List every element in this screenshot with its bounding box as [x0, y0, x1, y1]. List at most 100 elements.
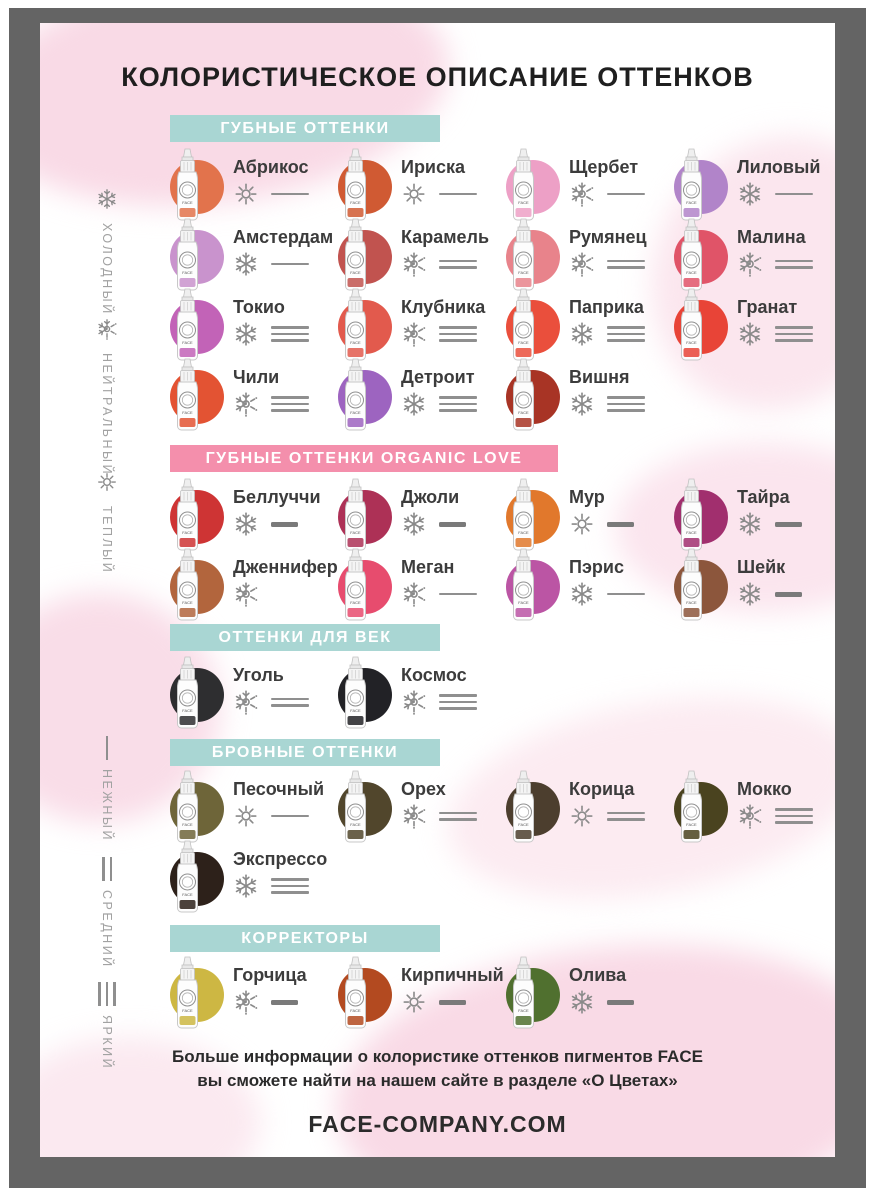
intensity-lines — [607, 259, 645, 269]
shade-name: Чили — [233, 367, 280, 387]
color-swatch: FACE — [170, 956, 224, 1029]
pigment-bottle-icon: FACE — [345, 656, 366, 729]
pigment-bottle-icon: FACE — [681, 478, 702, 551]
svg-text:FACE: FACE — [182, 410, 193, 415]
shade-item: FACE Токио — [170, 288, 338, 361]
website-url: FACE-COMPANY.COM — [308, 1111, 567, 1137]
intensity-lines — [271, 396, 309, 412]
shade-name: Амстердам — [233, 227, 334, 247]
pigment-bottle-icon: FACE — [513, 956, 534, 1029]
sun-icon — [96, 471, 118, 498]
legend-label: ТЕПЛЫЙ — [100, 506, 114, 575]
legend-label: НЕЙТРАЛЬНЫЙ — [100, 353, 114, 477]
intensity-lines — [439, 326, 477, 342]
shade-item: FACE Чили — [170, 358, 338, 431]
shade-marks — [233, 511, 321, 537]
shade-marks — [569, 803, 645, 829]
pigment-bottle-icon: FACE — [345, 548, 366, 621]
shade-item: FACE Ириска — [338, 148, 506, 221]
shade-marks — [569, 391, 645, 417]
pigment-bottle-icon: FACE — [345, 478, 366, 551]
snowflake-icon — [737, 181, 763, 207]
intensity-lines — [439, 999, 466, 1005]
snowflake-icon — [569, 581, 595, 607]
snowflake-icon — [737, 581, 763, 607]
color-swatch: FACE — [170, 218, 224, 291]
svg-text:FACE: FACE — [686, 600, 697, 605]
sun-icon — [233, 803, 259, 829]
pigment-bottle-icon: FACE — [513, 358, 534, 431]
shade-item: FACE Детроит — [338, 358, 506, 431]
shade-name: Мур — [569, 487, 605, 507]
shade-name: Дженнифер — [233, 557, 338, 577]
svg-text:FACE: FACE — [350, 200, 361, 205]
intensity-lines — [98, 981, 116, 1007]
footer: Больше информации о колористике оттенков… — [40, 1045, 835, 1138]
shade-marks — [569, 511, 634, 537]
intensity-lines — [271, 999, 298, 1005]
intensity-lines — [271, 521, 298, 527]
section-header: ГУБНЫЕ ОТТЕНКИ — [170, 115, 440, 142]
pigment-bottle-icon: FACE — [345, 956, 366, 1029]
shade-marks — [569, 321, 645, 347]
shade-marks — [401, 581, 477, 607]
snowflake-sun-icon — [401, 581, 427, 607]
shade-grid: FACE Уголь FACE Космос — [170, 656, 835, 729]
shade-marks — [569, 989, 634, 1015]
snowflake-icon — [233, 251, 259, 277]
shade-item: FACE Джоли — [338, 478, 506, 551]
color-swatch: FACE — [674, 478, 728, 551]
intensity-lines — [607, 592, 645, 596]
snowflake-sun-icon — [233, 391, 259, 417]
svg-text:FACE: FACE — [182, 1008, 193, 1013]
snowflake-sun-icon — [233, 581, 259, 607]
color-swatch: FACE — [170, 656, 224, 729]
intensity-lines — [775, 192, 813, 196]
shade-marks — [401, 989, 504, 1015]
svg-text:FACE: FACE — [686, 530, 697, 535]
section-header: КОРРЕКТОРЫ — [170, 925, 440, 952]
color-swatch: FACE — [506, 956, 560, 1029]
color-swatch: FACE — [338, 548, 392, 621]
shade-marks — [569, 581, 645, 607]
shade-marks — [737, 321, 813, 347]
shade-marks — [401, 689, 477, 715]
snowflake-icon — [569, 321, 595, 347]
shade-name: Пэрис — [569, 557, 624, 577]
legend-intensity-2: СРЕДНИЙ — [86, 856, 128, 969]
shade-item: FACE Абрикос — [170, 148, 338, 221]
shade-item: FACE Гранат — [674, 288, 835, 361]
shade-item: FACE Кирпичный — [338, 956, 506, 1029]
sun-icon — [401, 181, 427, 207]
shade-item: FACE Олива — [506, 956, 674, 1029]
color-swatch: FACE — [338, 358, 392, 431]
snowflake-icon — [233, 321, 259, 347]
snowflake-sun-icon — [401, 321, 427, 347]
snowflake-icon — [401, 391, 427, 417]
shade-name: Клубника — [401, 297, 486, 317]
intensity-lines — [439, 811, 477, 821]
intensity-lines — [607, 521, 634, 527]
svg-text:FACE: FACE — [182, 200, 193, 205]
page-title: КОЛОРИСТИЧЕСКОЕ ОПИСАНИЕ ОТТЕНКОВ — [121, 62, 754, 92]
svg-text:FACE: FACE — [518, 600, 529, 605]
shade-marks — [569, 181, 645, 207]
snowflake-sun-icon — [569, 251, 595, 277]
snowflake-icon — [737, 511, 763, 537]
shade-marks — [401, 321, 485, 347]
pigment-bottle-icon: FACE — [177, 478, 198, 551]
shade-marks — [569, 251, 647, 277]
shade-marks — [233, 689, 309, 715]
intensity-lines — [271, 814, 309, 818]
color-swatch: FACE — [338, 288, 392, 361]
intensity-lines — [439, 259, 477, 269]
intensity-lines — [775, 259, 813, 269]
legend-label: ХОЛОДНЫЙ — [100, 223, 114, 316]
intensity-lines — [102, 856, 112, 882]
intensity-lines — [439, 521, 466, 527]
legend-temperature-warm: ТЕПЛЫЙ — [86, 471, 128, 574]
snowflake-sun-icon — [737, 251, 763, 277]
shade-grid: FACE Песочный FACE Орех FACE Корица — [170, 770, 835, 913]
svg-text:FACE: FACE — [350, 530, 361, 535]
shade-marks — [401, 511, 466, 537]
